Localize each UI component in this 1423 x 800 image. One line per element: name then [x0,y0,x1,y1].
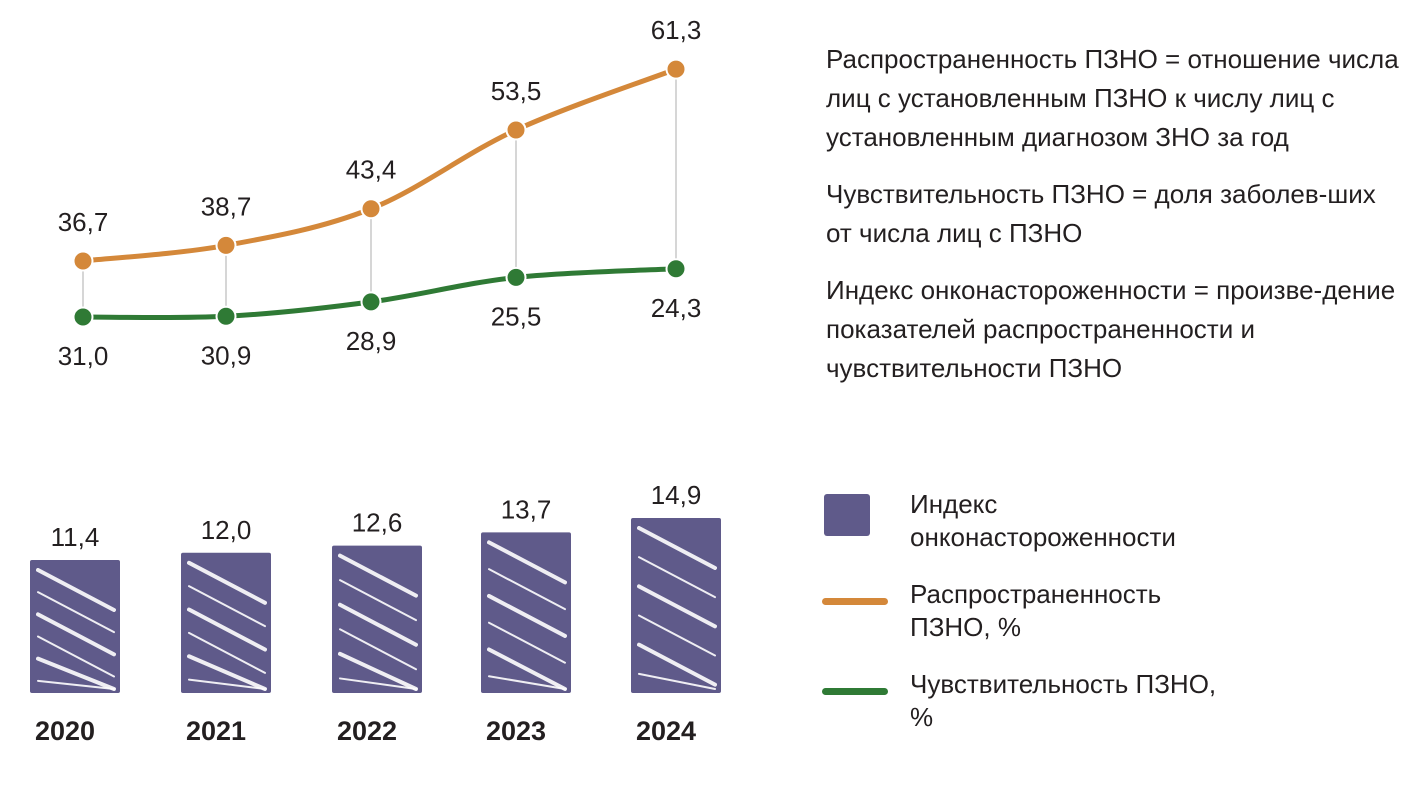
prevalence-point [215,234,237,256]
bar-hatch [488,568,566,611]
index-data-label: 13,7 [501,494,552,524]
bar-hatch [637,642,717,687]
legend-swatch-index [824,494,870,536]
legend-label-index: Индекс онконастороженности [910,489,1176,552]
sensitivity-line [80,266,679,321]
index-data-label: 12,6 [352,508,403,538]
sensitivity-data-label: 28,9 [346,326,397,356]
bar-hatch [187,607,267,652]
year-tick-label: 2020 [35,716,95,746]
definitions: Распространенность ПЗНО = отношение числ… [826,40,1406,406]
sensitivity-data-label: 25,5 [491,301,542,331]
sensitivity-point [665,258,687,280]
bar-hatch [188,678,266,690]
bar-hatch [36,612,116,657]
bar-hatch [488,621,566,664]
legend-label-prevalence: Распространенность ПЗНО, % [910,579,1162,642]
sensitivity-data-label: 31,0 [58,341,109,371]
prevalence-point [505,119,527,141]
prevalence-data-label: 61,3 [651,15,702,45]
bar-hatch [487,593,567,638]
bar-hatch [338,651,418,691]
index-data-label: 11,4 [51,522,100,552]
bar-hatch [339,579,417,622]
prevalence-data-label: 38,7 [201,191,252,221]
sensitivity-point [505,266,527,288]
sensitivity-data-label: 30,9 [201,340,252,370]
definition-prevalence: Распространенность ПЗНО = отношение числ… [826,44,1399,152]
prevalence-data-label: 53,5 [491,76,542,106]
sensitivity-data-label: 24,3 [651,293,702,323]
bar-hatch [638,556,716,599]
bar-hatch [187,654,267,691]
bar-hatch [488,675,566,690]
legend-label-sensitivity: Чувствительность ПЗНО, % [910,669,1217,732]
prevalence-point [665,58,687,80]
index-bar [30,560,120,693]
bar-hatch [188,585,266,628]
bar-hatch [487,647,567,691]
prevalence-data-label: 36,7 [58,207,109,237]
bar-hatch [637,584,717,629]
prevalence-point [72,250,94,272]
bar-hatch [638,672,716,690]
index-data-label: 14,9 [651,480,702,510]
year-tick-label: 2021 [186,716,246,746]
definition-sensitivity: Чувствительность ПЗНО = доля заболев-ших… [826,179,1376,248]
bar-hatch [338,602,418,647]
bar-hatch [36,568,116,612]
bar-hatch [637,526,717,570]
bar-hatch [187,560,267,605]
bar-hatch [339,628,417,671]
year-tick-label: 2023 [486,716,546,746]
year-tick-label: 2024 [636,716,696,746]
legend-line-sensitivity [822,688,888,695]
bar-hatch [36,656,116,691]
bar-hatch [37,591,115,634]
sensitivity-point [215,305,237,327]
definition-index: Индекс онконастороженности = произве-ден… [826,275,1396,383]
chart-area: 36,7 38,7 43,4 53,5 61,3 31,0 30,9 28,9 25,5 24,3… [30,15,721,746]
prevalence-data-label: 43,4 [346,155,397,185]
bar-hatch [339,677,417,690]
bar-hatch [487,540,567,585]
index-bar [181,552,271,693]
year-tick-label: 2022 [337,716,397,746]
sensitivity-point [72,306,94,328]
bar-hatch [638,614,716,657]
prevalence-point [360,198,382,220]
bar-hatch [37,635,115,678]
legend-line-prevalence [822,598,888,605]
bar-hatch [338,553,418,598]
index-data-label: 12,0 [201,515,252,545]
bar-hatch [188,631,266,674]
bar-hatch [37,679,115,690]
sensitivity-point [360,291,382,313]
index-bar [332,545,422,693]
